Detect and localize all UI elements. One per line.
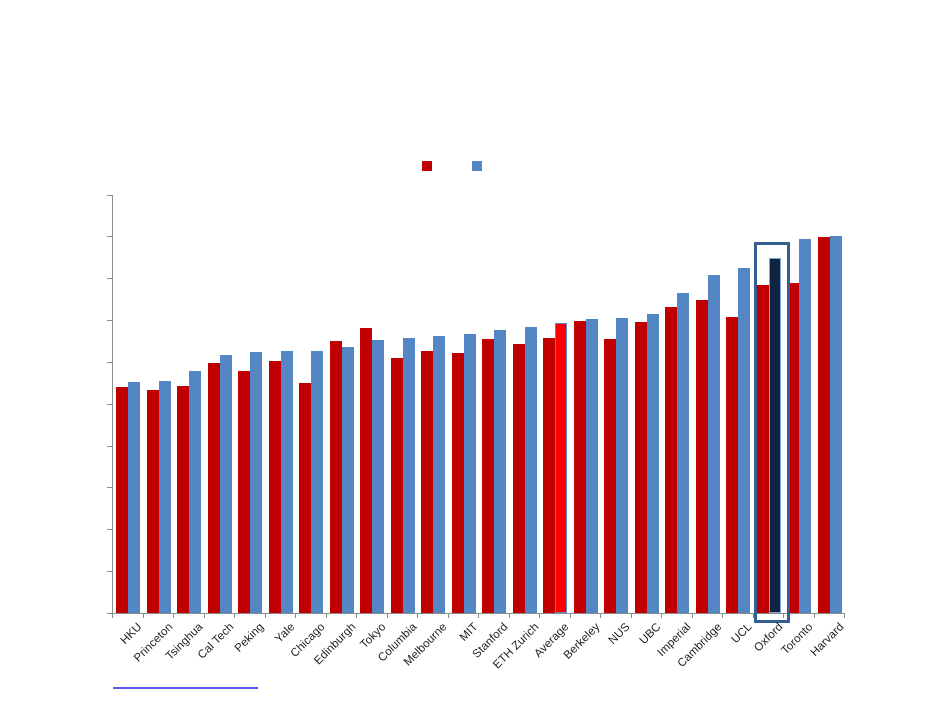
bar-red-series-average [543,338,555,613]
hyperlink-underline[interactable] [113,687,258,689]
bar-red-series-berkeley [573,320,586,613]
x-axis-tick [173,613,174,618]
bar-blue-series-ubc [646,314,659,613]
x-axis-tick [142,613,144,618]
bar-blue-series-peking [250,351,263,613]
x-axis-label-harvard: Harvard [808,621,846,659]
bar-red-series-harvard [817,237,830,613]
y-axis-tick [107,361,112,363]
bar-red-series-tokyo [360,328,372,613]
bar-blue-series-yale [280,351,293,613]
chart-legend [0,161,945,173]
bar-blue-series-toronto [799,238,812,613]
bar-red-series-edinburgh [329,341,342,613]
x-axis-label-ucl: UCL [729,621,755,646]
bar-blue-series-imperial [677,292,690,613]
bar-red-series-toronto [787,282,799,613]
bar-red-series-melbourne [421,351,433,613]
x-axis-tick [478,613,479,618]
bar-blue-series-oxford [768,258,781,613]
x-axis-tick [783,613,784,618]
bar-blue-series-mit [463,333,476,613]
x-axis-tick [539,613,540,618]
bar-red-series-imperial [665,307,677,613]
bar-red-series-princeton [146,389,159,613]
x-axis-tick [661,613,662,618]
bar-red-series-ucl [726,317,738,613]
x-axis-tick [630,613,632,618]
x-axis-label-hku: HKU [118,621,145,647]
y-axis-tick [107,529,112,531]
bar-blue-series-tsinghua [189,371,202,613]
bar-red-series-chicago [299,382,311,613]
x-axis-tick [752,613,754,618]
bar-red-series-peking [238,371,250,613]
oxford-highlight-box [754,242,790,623]
legend-red-series-swatch [422,161,432,171]
bar-red-series-tsinghua [177,386,189,613]
bar-blue-series-cambridge [707,274,720,613]
bar-blue-series-melbourne [433,336,446,613]
legend-blue-series-swatch [472,161,482,171]
y-axis-tick [107,613,112,614]
x-axis-tick [691,613,693,618]
bar-blue-series-eth-zurich [524,327,537,613]
y-axis-tick [107,236,112,238]
bar-red-series-ubc [634,322,647,613]
y-axis-tick [107,571,112,573]
x-axis-tick [386,613,388,618]
bar-red-series-columbia [390,358,403,613]
bar-blue-series-stanford [494,330,507,613]
x-axis-label-yale: Yale [272,621,297,646]
bar-blue-series-berkeley [585,318,598,613]
x-axis-tick [264,613,266,618]
bar-blue-series-tokyo [372,340,385,613]
y-axis-tick [107,445,112,447]
x-axis-tick [569,613,571,618]
bar-red-series-hku [116,387,128,613]
x-axis-tick [112,613,113,618]
x-axis-tick [417,613,418,618]
bar-blue-series-average [555,323,568,613]
x-axis-tick [722,613,723,618]
y-axis-tick [107,487,112,489]
x-axis-label-ubc: UBC [637,621,663,647]
bar-red-series-nus [604,338,616,613]
bar-red-series-eth-zurich [512,343,525,613]
x-axis-tick [813,613,815,618]
x-axis-tick [356,613,357,618]
bar-blue-series-chicago [311,350,324,613]
bar-blue-series-ucl [738,268,751,613]
bar-blue-series-cal-tech [219,355,232,613]
x-axis-tick [844,613,845,618]
x-axis-tick [203,613,205,618]
bar-blue-series-nus [616,318,629,613]
bar-blue-series-hku [128,381,141,613]
y-axis-tick [107,278,112,280]
x-axis-tick [447,613,449,618]
y-axis-tick [107,320,112,322]
bar-red-series-cal-tech [207,363,220,613]
bar-red-series-mit [451,353,464,613]
bar-red-series-stanford [482,338,494,613]
x-axis-label-peking: Peking [232,621,267,655]
x-axis-tick [508,613,510,618]
bar-red-series-cambridge [695,300,708,613]
x-axis-tick [234,613,235,618]
x-axis-label-nus: NUS [606,621,633,647]
bar-blue-series-columbia [402,338,415,613]
bar-blue-series-edinburgh [341,346,354,613]
x-axis-label-mit: MIT [457,621,480,644]
x-axis-tick [600,613,601,618]
bar-blue-series-harvard [829,235,842,613]
y-axis-tick [107,194,112,196]
x-axis-tick [295,613,296,618]
bar-red-series-oxford [756,284,769,613]
bar-red-series-yale [268,361,281,613]
y-axis-tick [107,403,112,405]
y-axis-line [112,194,113,613]
x-axis-tick [325,613,327,618]
bar-blue-series-princeton [158,381,171,613]
